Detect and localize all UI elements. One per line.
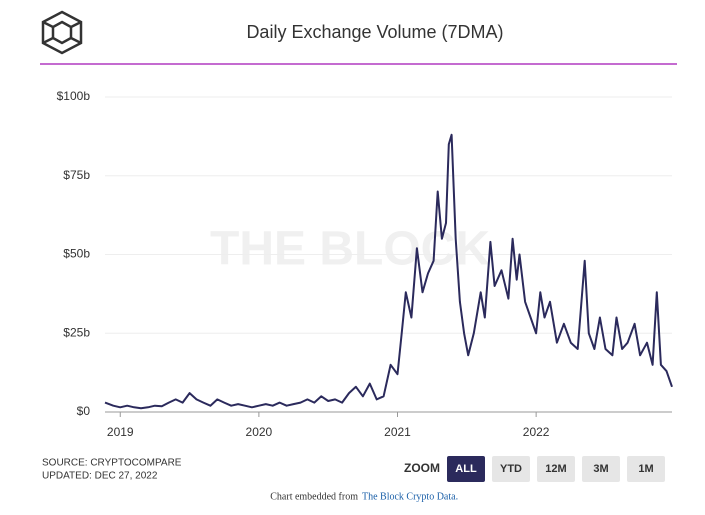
zoom-button-label[interactable]: 3M [593, 463, 608, 475]
y-tick-label: $75b [63, 168, 90, 182]
footer-link[interactable]: The Block Crypto Data. [362, 491, 458, 502]
zoom-button-label[interactable]: ALL [455, 463, 477, 475]
x-tick-label: 2021 [384, 425, 411, 439]
y-tick-label: $100b [57, 89, 91, 103]
zoom-button[interactable] [627, 456, 665, 482]
updated: UPDATED: DEC 27, 2022 [42, 471, 158, 482]
zoom-button[interactable] [492, 456, 530, 482]
chart-title: Daily Exchange Volume (7DMA) [246, 22, 503, 42]
y-tick-label: $25b [63, 325, 90, 339]
x-tick-label: 2019 [107, 425, 134, 439]
x-tick-label: 2020 [246, 425, 273, 439]
x-tick-label: 2022 [523, 425, 550, 439]
line [104, 133, 673, 410]
zoom-button-label[interactable]: 12M [545, 463, 566, 475]
zoom-button[interactable] [537, 456, 575, 482]
logo [41, 10, 83, 55]
zoom-button[interactable] [582, 456, 620, 482]
zoom-button-label[interactable]: YTD [500, 463, 522, 475]
zoom-label: ZOOM [404, 461, 440, 475]
y-tick-label: $50b [63, 247, 90, 261]
source: SOURCE: CRYPTOCOMPARE [42, 458, 182, 469]
zoom-button[interactable] [447, 456, 485, 482]
watermark: THE BLOCK [210, 223, 490, 276]
footer-text: Chart embedded from [270, 491, 358, 502]
zoom-button-label[interactable]: 1M [638, 463, 653, 475]
y-tick-label: $0 [77, 404, 91, 418]
